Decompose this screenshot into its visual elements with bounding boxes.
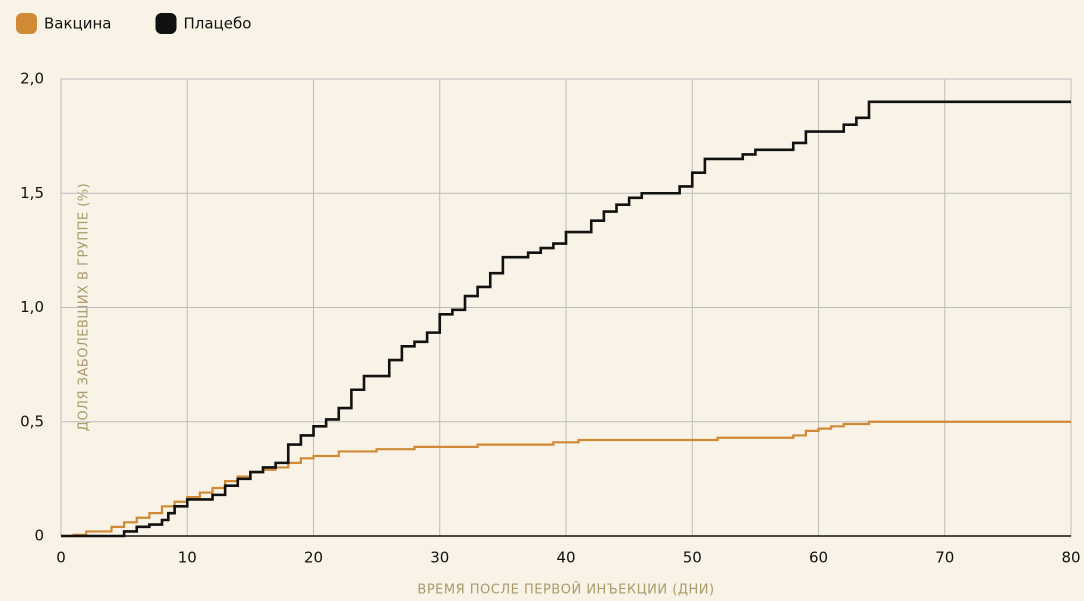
y-tick-label: 1,0 <box>20 298 44 316</box>
x-tick-label: 0 <box>56 549 66 567</box>
x-tick-label: 60 <box>809 549 828 567</box>
x-tick-label: 70 <box>935 549 954 567</box>
x-tick-label: 40 <box>556 549 575 567</box>
x-tick-label: 80 <box>1061 549 1080 567</box>
step-line <box>61 420 1071 538</box>
legend-label: Плацебо <box>184 15 252 33</box>
y-tick-label: 2,0 <box>20 70 44 88</box>
x-axis-label: ВРЕМЯ ПОСЛЕ ПЕРВОЙ ИНЪЕКЦИИ (ДНИ) <box>417 582 714 598</box>
x-tick-label: 30 <box>430 549 449 567</box>
y-tick-label: 1,5 <box>20 184 44 202</box>
legend-swatch <box>16 13 37 34</box>
y-tick-label: 0 <box>34 527 44 545</box>
x-tick-label: 10 <box>178 549 197 567</box>
legend-swatch <box>155 13 177 34</box>
legend-label: Вакцина <box>44 15 112 33</box>
x-tick-label: 50 <box>683 549 702 567</box>
x-tick-label: 20 <box>304 549 323 567</box>
step-line <box>61 100 1071 538</box>
y-tick-label: 0,5 <box>20 412 44 430</box>
